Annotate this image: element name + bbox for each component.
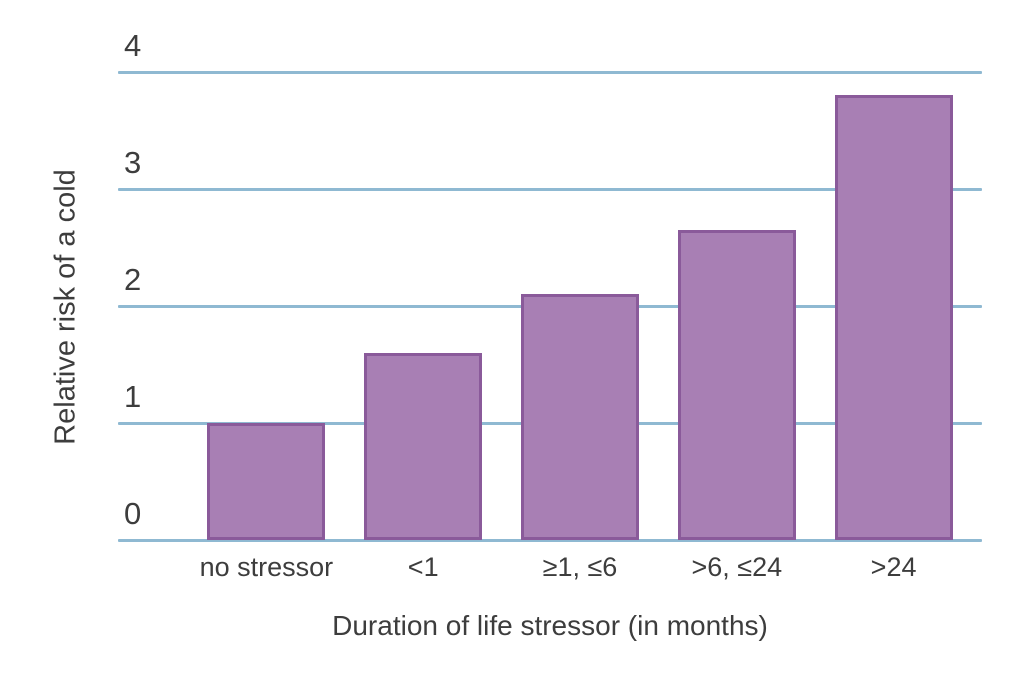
bar-0 xyxy=(207,423,326,540)
bar-slot xyxy=(815,72,972,540)
y-tick-label-2: 2 xyxy=(124,262,142,297)
gridline-y-3 xyxy=(118,187,982,191)
y-axis-title: Relative risk of a cold xyxy=(49,169,82,445)
x-tick-label-1: <1 xyxy=(407,552,439,582)
x-axis-tick-labels: no stressor <1 ≥1, ≤6 >6, ≤24 >24 xyxy=(118,552,982,583)
x-tick-label-4: >24 xyxy=(870,552,917,582)
y-tick-label-4: 4 xyxy=(124,28,142,63)
bar-slot xyxy=(188,72,345,540)
bar-2 xyxy=(520,294,639,540)
y-tick-label-0: 0 xyxy=(124,496,142,531)
bar-slot xyxy=(345,72,502,540)
plot-area: 0 1 2 3 4 xyxy=(118,30,982,542)
y-tick-label-3: 3 xyxy=(124,145,142,180)
x-tick-label-0: no stressor xyxy=(199,552,334,582)
gridline-y-0 xyxy=(118,538,982,542)
x-tick-label-3: >6, ≤24 xyxy=(691,552,783,582)
bar-slot xyxy=(658,72,815,540)
x-axis-title: Duration of life stressor (in months) xyxy=(332,610,768,641)
x-tick-label-2: ≥1, ≤6 xyxy=(542,552,618,582)
bar-3 xyxy=(677,229,796,540)
bars-container xyxy=(118,72,982,540)
bar-1 xyxy=(364,352,483,540)
bar-4 xyxy=(834,95,953,540)
gridline-y-4 xyxy=(118,70,982,74)
bar-slot xyxy=(502,72,659,540)
y-tick-label-1: 1 xyxy=(124,379,142,414)
